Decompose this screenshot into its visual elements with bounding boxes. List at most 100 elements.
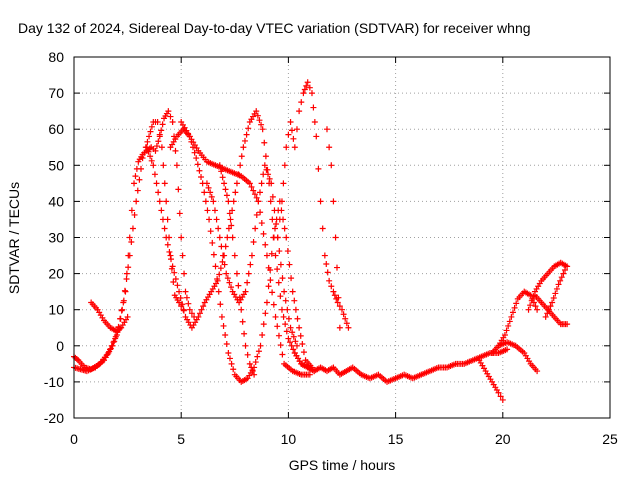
data-point-marker bbox=[155, 138, 162, 145]
data-point-marker bbox=[212, 263, 219, 270]
data-point-marker bbox=[216, 271, 223, 278]
data-point-marker bbox=[283, 234, 290, 241]
data-point-marker bbox=[287, 324, 294, 331]
data-point-marker bbox=[228, 284, 235, 291]
data-point-marker bbox=[251, 191, 258, 198]
y-tick-label: 30 bbox=[48, 230, 64, 246]
data-point-marker bbox=[323, 260, 330, 267]
data-point-marker bbox=[128, 207, 135, 214]
data-point-marker bbox=[242, 342, 249, 349]
data-point-marker bbox=[226, 355, 233, 362]
data-point-marker bbox=[289, 329, 296, 336]
data-point-marker bbox=[253, 211, 260, 218]
data-point-marker bbox=[306, 371, 313, 378]
data-point-marker bbox=[179, 252, 186, 259]
data-point-marker bbox=[224, 234, 231, 241]
data-point-marker bbox=[511, 304, 518, 311]
data-point-marker bbox=[272, 225, 278, 232]
data-point-marker bbox=[274, 323, 281, 330]
data-point-marker bbox=[129, 225, 136, 232]
x-tick-label: 15 bbox=[388, 431, 404, 447]
data-point-marker bbox=[254, 112, 261, 119]
data-point-marker bbox=[207, 228, 214, 235]
series-track-14 bbox=[495, 339, 541, 375]
data-point-marker bbox=[121, 287, 128, 294]
data-point-marker bbox=[147, 128, 154, 135]
data-point-marker bbox=[257, 209, 264, 216]
data-point-marker bbox=[262, 241, 269, 248]
data-point-marker bbox=[249, 368, 256, 375]
data-point-marker bbox=[317, 198, 324, 205]
data-point-marker bbox=[508, 313, 515, 320]
data-point-marker bbox=[303, 82, 310, 89]
data-point-marker bbox=[278, 207, 285, 214]
data-point-marker bbox=[268, 180, 275, 187]
data-point-marker bbox=[229, 234, 236, 241]
data-point-marker bbox=[324, 269, 331, 276]
data-point-marker bbox=[277, 342, 284, 349]
data-point-marker bbox=[108, 342, 115, 349]
data-point-marker bbox=[218, 168, 225, 175]
data-point-marker bbox=[123, 276, 130, 283]
data-point-marker bbox=[131, 180, 138, 187]
data-point-marker bbox=[564, 263, 571, 270]
plot-frame bbox=[73, 56, 611, 419]
data-point-marker bbox=[534, 306, 541, 313]
data-point-marker bbox=[269, 193, 276, 200]
data-point-marker bbox=[117, 315, 124, 322]
data-point-marker bbox=[261, 162, 268, 169]
data-point-marker bbox=[164, 241, 171, 248]
data-point-marker bbox=[332, 234, 339, 241]
data-point-marker bbox=[132, 173, 139, 180]
data-point-marker bbox=[217, 265, 224, 272]
data-point-marker bbox=[545, 306, 552, 313]
data-point-marker bbox=[156, 198, 163, 205]
data-point-marker bbox=[182, 288, 189, 295]
data-point-marker bbox=[258, 121, 265, 128]
data-point-marker bbox=[232, 189, 239, 196]
data-point-marker bbox=[275, 279, 282, 286]
data-point-marker bbox=[311, 118, 318, 125]
data-point-marker bbox=[497, 393, 504, 400]
data-point-marker bbox=[217, 301, 224, 308]
y-tick-label: 70 bbox=[48, 85, 64, 101]
data-point-marker bbox=[258, 220, 265, 227]
data-point-marker bbox=[246, 180, 253, 187]
data-point-marker bbox=[198, 306, 205, 313]
data-point-marker bbox=[292, 306, 299, 313]
data-point-marker bbox=[148, 123, 155, 130]
data-point-marker bbox=[125, 264, 132, 271]
y-tick-label: 20 bbox=[48, 266, 64, 282]
data-point-marker bbox=[281, 288, 288, 295]
data-point-marker bbox=[342, 315, 349, 322]
data-point-marker bbox=[198, 174, 205, 181]
data-point-marker bbox=[204, 207, 211, 214]
data-point-marker bbox=[330, 198, 337, 205]
data-point-marker bbox=[271, 207, 278, 214]
series-track-12 bbox=[476, 357, 506, 403]
data-point-marker bbox=[166, 248, 173, 255]
data-point-marker bbox=[561, 266, 568, 273]
data-point-marker bbox=[200, 303, 207, 310]
data-point-marker bbox=[282, 297, 289, 304]
data-point-marker bbox=[547, 303, 554, 310]
data-point-marker bbox=[274, 266, 281, 273]
data-point-marker bbox=[138, 165, 144, 172]
data-point-marker bbox=[186, 306, 193, 313]
data-point-marker bbox=[154, 118, 161, 125]
series-track-1 bbox=[71, 108, 198, 375]
data-point-marker bbox=[196, 310, 203, 317]
data-point-marker bbox=[326, 277, 333, 284]
data-point-marker bbox=[248, 183, 255, 190]
data-point-marker bbox=[550, 294, 557, 301]
data-point-marker bbox=[306, 84, 313, 91]
data-point-marker bbox=[260, 230, 267, 237]
data-point-marker bbox=[180, 307, 187, 314]
data-point-marker bbox=[241, 330, 248, 337]
data-point-marker bbox=[214, 276, 221, 283]
data-point-marker bbox=[177, 294, 184, 301]
data-point-marker bbox=[323, 126, 330, 133]
data-point-marker bbox=[238, 306, 245, 313]
data-point-marker bbox=[280, 313, 287, 320]
data-point-marker bbox=[293, 342, 300, 349]
